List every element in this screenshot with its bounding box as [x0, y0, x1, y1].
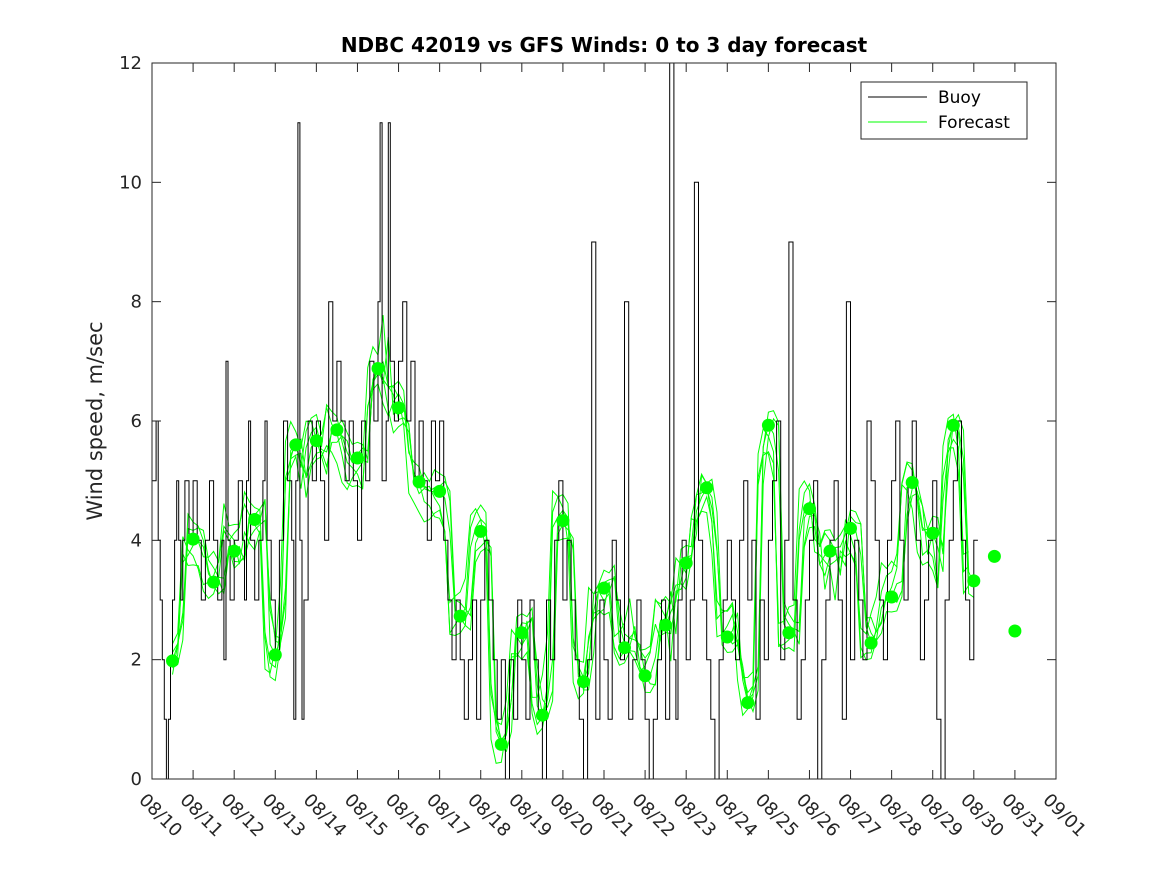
- forecast-marker: [309, 434, 323, 448]
- legend: Buoy Forecast: [860, 81, 1028, 140]
- y-tick-label: 6: [131, 411, 142, 432]
- y-tick-label: 4: [131, 530, 142, 551]
- forecast-marker: [638, 669, 652, 683]
- forecast-marker: [248, 513, 262, 526]
- forecast-marker: [782, 626, 796, 640]
- forecast-marker: [905, 476, 919, 489]
- forecast-marker: [761, 418, 775, 432]
- forecast-marker: [474, 524, 488, 538]
- forecast-marker: [556, 514, 570, 528]
- forecast-marker: [371, 362, 385, 375]
- y-tick-label: 2: [131, 650, 142, 671]
- forecast-marker: [618, 641, 631, 655]
- forecast-line-3: [172, 315, 969, 764]
- chart-title: NDBC 42019 vs GFS Winds: 0 to 3 day fore…: [341, 33, 868, 57]
- forecast-marker: [926, 526, 940, 540]
- forecast-marker: [412, 475, 426, 489]
- forecast-marker: [351, 451, 364, 465]
- y-tick-label: 8: [131, 292, 142, 313]
- forecast-marker: [494, 737, 508, 751]
- forecast-marker: [741, 696, 755, 710]
- forecast-marker: [967, 574, 981, 588]
- forecast-marker: [864, 636, 878, 650]
- forecast-marker: [268, 648, 282, 662]
- forecast-marker: [803, 502, 816, 516]
- forecast-marker: [1008, 624, 1022, 638]
- y-tick-label: 0: [131, 769, 142, 790]
- buoy-line: [152, 63, 978, 779]
- forecast-marker: [885, 590, 899, 604]
- legend-buoy-label: Buoy: [938, 88, 981, 108]
- forecast-marker: [330, 423, 344, 437]
- y-axis-label: Wind speed, m/sec: [83, 321, 107, 520]
- forecast-marker: [679, 556, 693, 570]
- legend-box: [860, 81, 1028, 140]
- forecast-marker: [166, 654, 179, 668]
- forecast-marker: [659, 618, 673, 632]
- y-tick-label: 12: [119, 53, 142, 74]
- legend-forecast-label: Forecast: [938, 113, 1010, 133]
- forecast-marker: [392, 401, 405, 415]
- forecast-marker: [515, 626, 529, 640]
- forecast-marker: [207, 575, 221, 589]
- forecast-marker: [289, 438, 303, 452]
- forecast-marker: [597, 581, 611, 595]
- forecast-marker: [577, 675, 590, 689]
- forecast-marker: [453, 609, 467, 623]
- forecast-marker: [227, 544, 241, 558]
- forecast-marker: [844, 521, 857, 535]
- forecast-marker: [186, 532, 200, 546]
- forecast-line-4: [172, 361, 975, 753]
- forecast-marker: [987, 549, 1001, 563]
- forecast-marker: [700, 481, 714, 495]
- forecast-marker: [720, 630, 734, 644]
- forecast-marker: [823, 544, 837, 558]
- data-layer: [152, 63, 1022, 779]
- forecast-marker: [433, 484, 447, 498]
- y-tick-label: 10: [119, 172, 142, 193]
- forecast-marker: [946, 418, 960, 432]
- forecast-marker: [535, 708, 549, 722]
